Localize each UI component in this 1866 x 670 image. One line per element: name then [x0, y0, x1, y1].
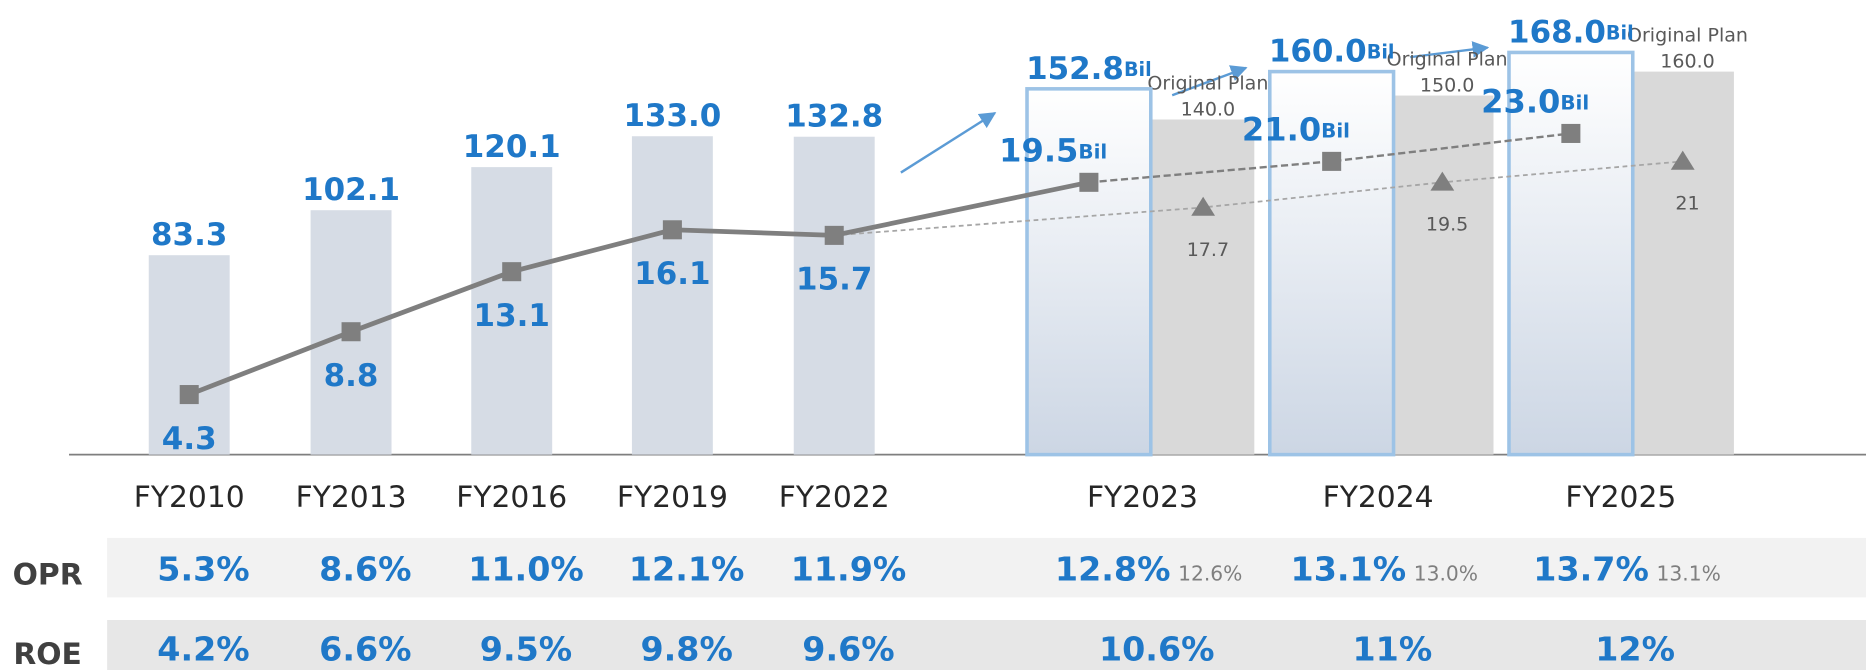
profit-marker	[179, 385, 199, 405]
value-label: 168.0Bil	[1508, 14, 1634, 50]
table-value: 9.6%	[802, 629, 894, 668]
value-label: 13.1	[474, 297, 550, 333]
value-label: 120.1	[463, 129, 561, 165]
value-label: 8.8	[324, 357, 379, 393]
table-value: 8.6%	[319, 550, 411, 589]
profit-marker	[502, 262, 522, 282]
table-value: 12.1%	[629, 550, 745, 589]
x-tick-label: FY2010	[134, 480, 245, 515]
table-plan: 13.1%	[1657, 561, 1721, 585]
plan-value: 140.0	[1181, 98, 1235, 120]
plan-marker	[1191, 196, 1216, 216]
value-label: 152.8Bil	[1026, 50, 1152, 86]
plan-name: Original Plan	[1387, 48, 1508, 70]
table-value: 5.3%	[157, 550, 249, 589]
plan-profit-label: 19.5	[1426, 214, 1468, 236]
profit-line	[188, 179, 1090, 397]
revenue-bar	[631, 136, 713, 455]
profit-marker	[662, 220, 682, 240]
profit-marker	[824, 225, 844, 245]
table-plan: 12.6%	[1178, 561, 1242, 585]
value-label: 15.7	[796, 261, 872, 297]
value-label: 160.0Bil	[1269, 33, 1395, 69]
table-value: 6.6%	[319, 629, 411, 668]
revenue-bar	[471, 167, 553, 455]
table-value: 11%	[1352, 629, 1432, 668]
value-label: 132.8	[785, 98, 883, 134]
revenue-bar	[148, 255, 230, 455]
table-plan: 13.0%	[1414, 561, 1478, 585]
revenue-bar	[1507, 50, 1635, 457]
plan-value: 160.0	[1660, 51, 1714, 73]
profit-marker	[1561, 123, 1581, 143]
profit-line	[1088, 132, 1572, 184]
plan-name: Original Plan	[1147, 72, 1268, 94]
plan-name: Original Plan	[1627, 24, 1748, 46]
table-value: 11.0%	[468, 550, 584, 589]
value-label: 83.3	[151, 217, 227, 253]
value-label: 16.1	[634, 256, 710, 292]
plan-marker	[1670, 150, 1695, 170]
value-label: 19.5Bil	[999, 132, 1107, 170]
x-tick-label: FY2013	[296, 480, 407, 515]
revenue-bar	[1025, 87, 1153, 457]
plan-bar	[1631, 71, 1734, 455]
table-value: 4.2%	[157, 629, 249, 668]
row-label: ROE	[13, 637, 82, 670]
plan-line	[834, 160, 1683, 237]
plan-marker	[1430, 171, 1455, 191]
table-value: 13.7%	[1533, 550, 1649, 589]
profit-marker	[341, 322, 361, 342]
revenue-bar	[793, 136, 875, 455]
profit-marker	[1322, 151, 1342, 171]
table-value: 9.8%	[640, 629, 732, 668]
plan-profit-label: 17.7	[1187, 239, 1229, 261]
table-value: 11.9%	[791, 550, 907, 589]
table-value: 13.1%	[1291, 550, 1407, 589]
x-tick-label: FY2024	[1323, 480, 1434, 515]
table-row-band	[107, 537, 1866, 598]
plan-bar	[1391, 95, 1494, 455]
growth-arrows	[900, 41, 1490, 174]
x-tick-label: FY2016	[456, 480, 567, 515]
plan-profit-label: 21	[1675, 193, 1699, 215]
table-value: 10.6%	[1099, 629, 1215, 668]
x-tick-label: FY2023	[1087, 480, 1198, 515]
value-label: 133.0	[623, 98, 721, 134]
x-tick-label: FY2019	[617, 480, 728, 515]
table-value: 12%	[1595, 629, 1675, 668]
value-label: 21.0Bil	[1242, 111, 1350, 149]
value-label: 23.0Bil	[1481, 83, 1589, 121]
table-row-band	[107, 620, 1866, 670]
plan-value: 150.0	[1420, 75, 1474, 97]
table-value: 9.5%	[480, 629, 572, 668]
table-value: 12.8%	[1055, 550, 1171, 589]
profit-marker	[1079, 172, 1099, 192]
value-label: 4.3	[162, 420, 217, 456]
value-label: 102.1	[302, 172, 400, 208]
row-label: OPR	[13, 557, 83, 592]
x-tick-label: FY2022	[779, 480, 890, 515]
x-tick-label: FY2025	[1565, 480, 1676, 515]
revenue-bar	[1267, 69, 1396, 457]
